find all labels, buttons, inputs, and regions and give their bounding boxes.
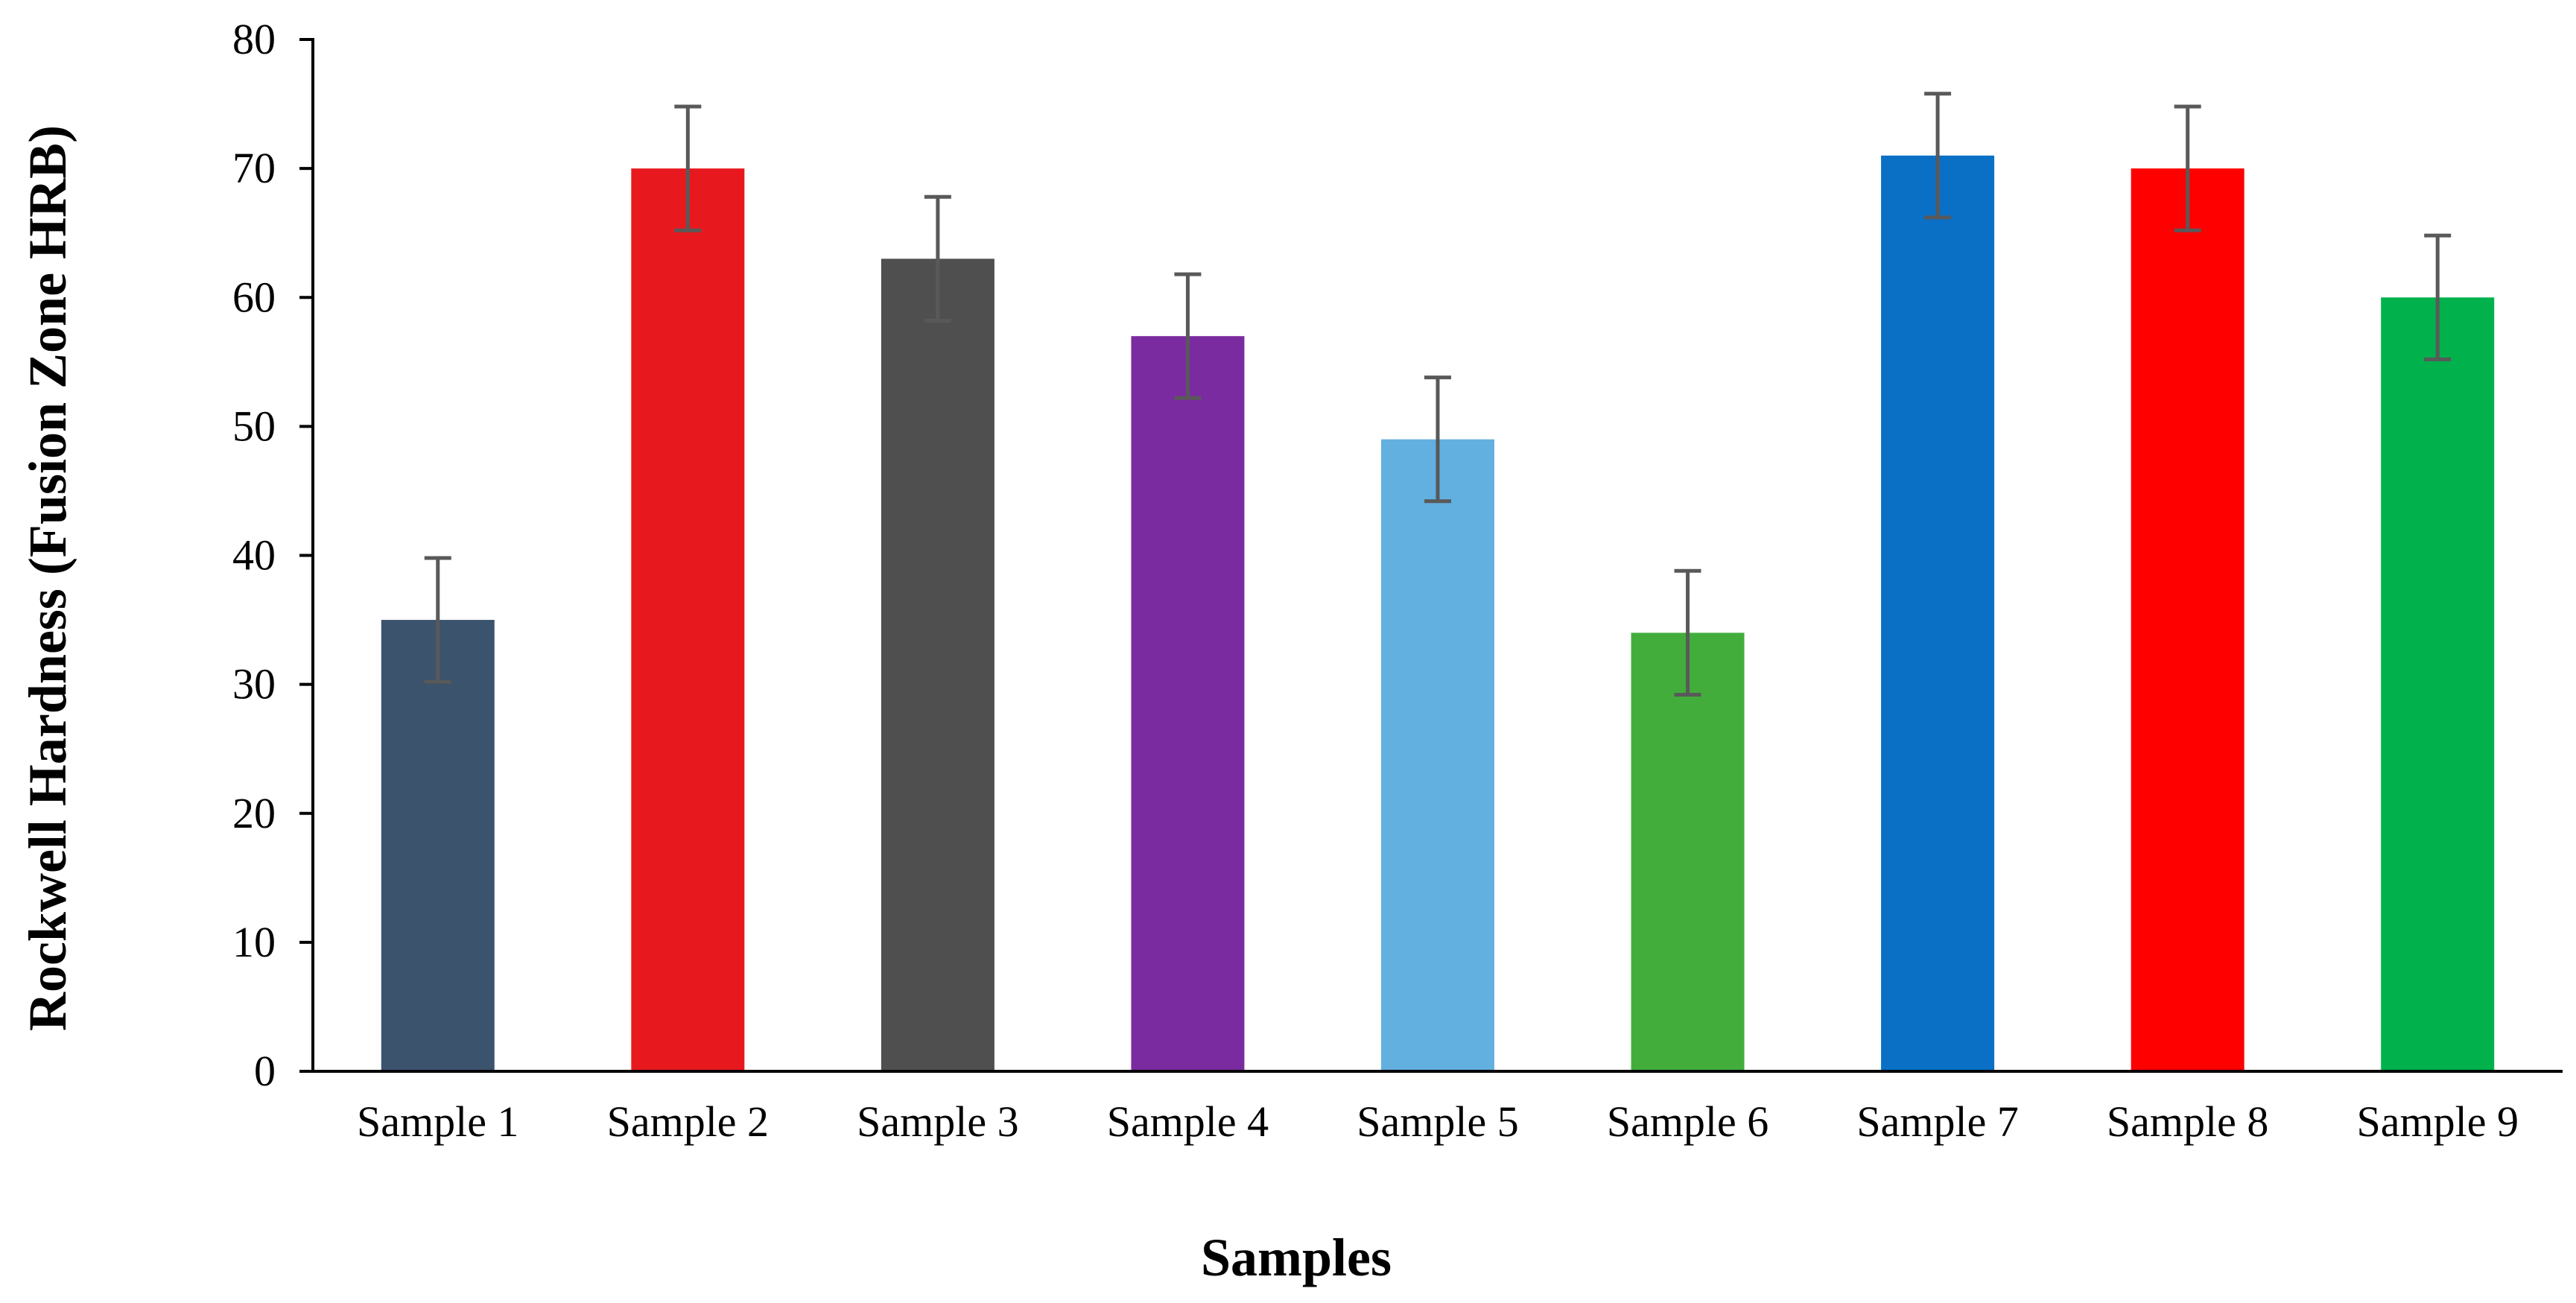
y-tick-label-80: 80 (232, 15, 276, 63)
y-tick-label-0: 0 (254, 1047, 276, 1095)
bar-3 (881, 259, 994, 1071)
x-axis-title: Samples (1201, 1228, 1392, 1287)
y-tick-label-20: 20 (232, 789, 276, 837)
y-tick-label-30: 30 (232, 660, 276, 708)
x-tick-label-2: Sample 2 (607, 1097, 769, 1146)
bar-5 (1381, 439, 1494, 1071)
y-tick-label-10: 10 (232, 918, 276, 966)
bar-7 (1881, 155, 1995, 1071)
x-tick-label-5: Sample 5 (1357, 1097, 1518, 1146)
bar-9 (2381, 297, 2495, 1071)
bar-1 (381, 620, 495, 1071)
x-tick-label-4: Sample 4 (1107, 1097, 1269, 1146)
y-tick-label-60: 60 (232, 273, 276, 321)
y-tick-label-70: 70 (232, 144, 276, 192)
axes-layer (299, 38, 2563, 1073)
y-tick-label-50: 50 (232, 402, 276, 450)
labels-layer: Sample 1 Sample 2 Sample 3 Sample 4 Sample 5… (232, 15, 2519, 1146)
bar-8 (2131, 168, 2245, 1071)
x-tick-label-8: Sample 8 (2107, 1097, 2268, 1146)
error-bars-layer (424, 92, 2452, 697)
y-tick-label-40: 40 (232, 531, 276, 580)
x-tick-label-7: Sample 7 (1856, 1097, 2018, 1146)
bar-2 (631, 168, 745, 1071)
x-tick-label-9: Sample 9 (2356, 1097, 2518, 1146)
bars-layer (381, 155, 2495, 1071)
bar-4 (1131, 336, 1245, 1071)
bar-6 (1631, 633, 1745, 1071)
x-tick-label-3: Sample 3 (857, 1097, 1018, 1146)
y-axis-title: Rockwell Hardness (Fusion Zone HRB) (18, 125, 77, 1031)
x-tick-label-1: Sample 1 (357, 1097, 518, 1146)
x-tick-label-6: Sample 6 (1607, 1097, 1768, 1146)
